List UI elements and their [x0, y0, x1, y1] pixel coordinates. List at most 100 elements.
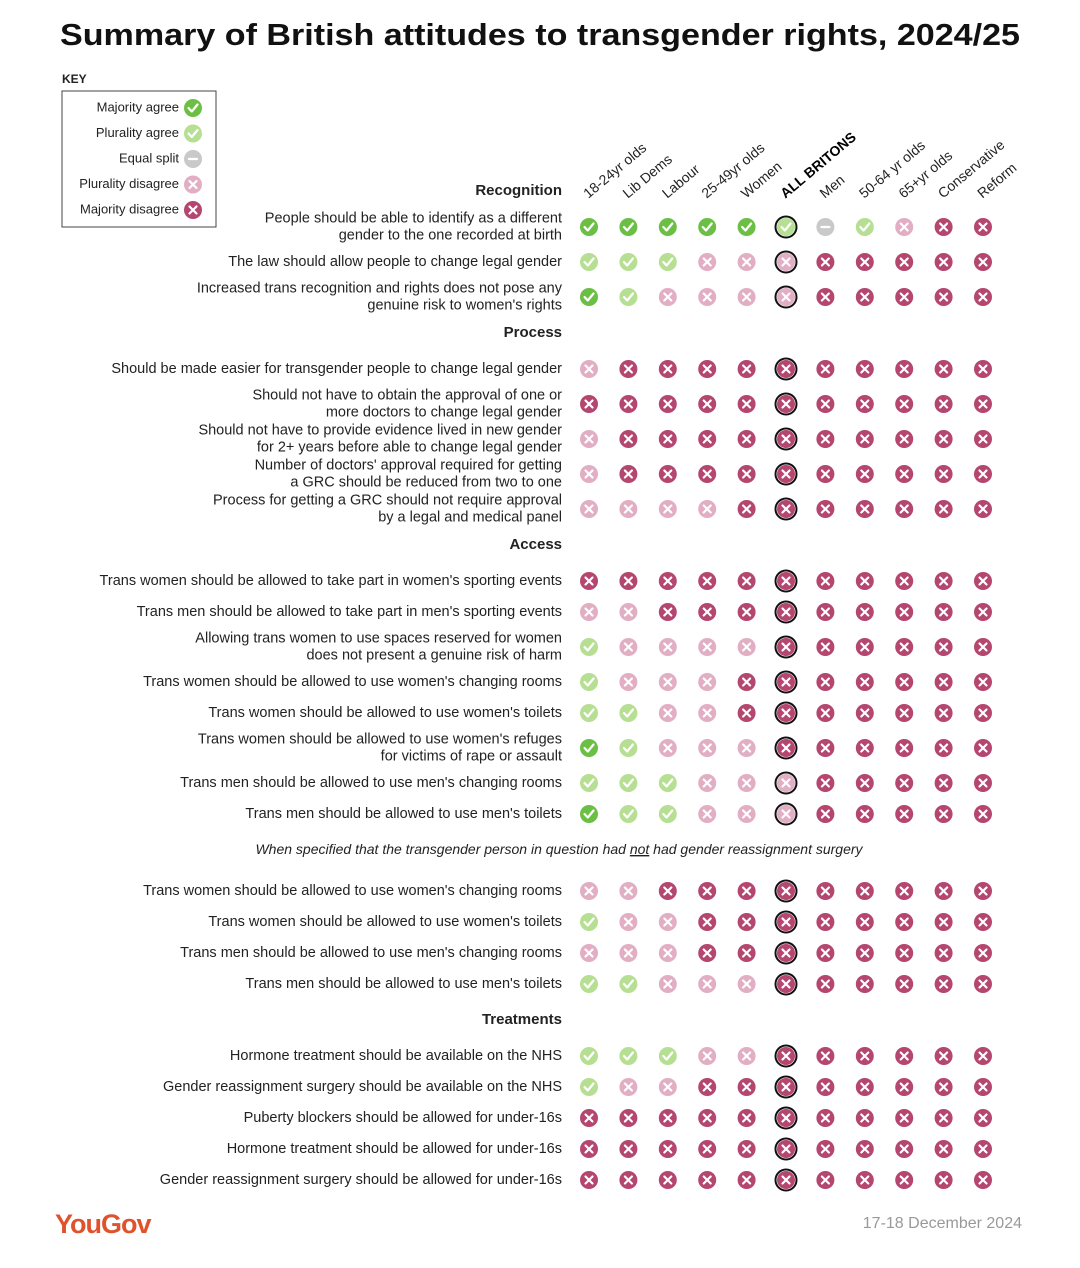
icon-cross — [188, 179, 198, 190]
highlight-ring — [774, 250, 798, 274]
status-icon — [895, 465, 914, 483]
status-icon — [855, 465, 874, 483]
row-label: for victims of rape or assault — [381, 748, 562, 764]
row-label: gender to the one recorded at birth — [339, 227, 562, 243]
icon-cross — [978, 809, 988, 819]
icon-cross — [702, 607, 712, 617]
row-label: Trans women should be allowed to use wom… — [208, 705, 562, 721]
status-icon — [855, 975, 874, 993]
icon-cross — [978, 292, 988, 302]
status-icon — [816, 638, 835, 656]
status-icon — [698, 704, 717, 722]
icon-cross — [939, 917, 949, 927]
status-icon — [658, 774, 677, 792]
status-icon — [658, 360, 677, 378]
highlight-ring — [774, 771, 798, 795]
status-icon — [580, 944, 598, 962]
icon-cross — [860, 1175, 870, 1185]
status-icon — [619, 1140, 638, 1158]
icon-cross — [899, 979, 909, 989]
status-icon — [619, 1078, 638, 1096]
icon-check — [701, 222, 713, 232]
status-icon — [774, 392, 798, 416]
icon-cross — [702, 364, 712, 374]
icon-cross — [899, 434, 909, 444]
status-icon — [974, 704, 992, 722]
status-icon — [737, 1109, 756, 1127]
icon-cross — [860, 743, 870, 753]
icon-disc — [619, 774, 638, 792]
status-icon — [774, 941, 798, 965]
icon-disc — [619, 805, 638, 823]
status-icon — [816, 739, 835, 757]
status-icon — [619, 395, 638, 413]
status-icon — [816, 975, 835, 993]
icon-cross — [899, 1144, 909, 1154]
icon-cross — [860, 469, 870, 479]
icon-cross — [899, 222, 909, 232]
icon-cross — [978, 1175, 988, 1185]
icon-check — [662, 257, 674, 267]
status-icon — [934, 638, 953, 656]
icon-cross — [939, 399, 949, 409]
status-icon — [580, 1109, 598, 1127]
status-icon — [895, 1109, 914, 1127]
status-icon — [580, 638, 598, 656]
icon-disc — [658, 774, 677, 792]
status-icon — [698, 253, 717, 271]
status-icon — [774, 1044, 798, 1068]
status-icon — [619, 465, 638, 483]
status-icon — [895, 1140, 914, 1158]
icon-cross — [623, 1113, 633, 1123]
icon-cross — [623, 399, 633, 409]
status-icon — [658, 572, 677, 590]
row-label: Hormone treatment should be available on… — [230, 1048, 562, 1064]
status-icon — [816, 1140, 835, 1158]
icon-cross — [702, 979, 712, 989]
icon-cross — [899, 948, 909, 958]
status-icon — [737, 882, 756, 900]
status-icon — [737, 465, 756, 483]
status-icon — [934, 360, 953, 378]
icon-check — [622, 743, 634, 753]
icon-cross — [584, 1175, 594, 1185]
status-icon — [934, 572, 953, 590]
status-icon — [658, 603, 677, 621]
icon-cross — [702, 708, 712, 718]
icon-cross — [820, 1082, 830, 1092]
icon-cross — [939, 607, 949, 617]
status-icon — [580, 218, 598, 236]
status-icon — [658, 1047, 677, 1065]
icon-cross — [781, 399, 791, 409]
icon-cross — [623, 1082, 633, 1092]
row-label: does not present a genuine risk of harm — [306, 647, 562, 663]
icon-cross — [584, 886, 594, 896]
icon-cross — [663, 1175, 673, 1185]
status-icon — [934, 253, 953, 271]
status-icon — [895, 1171, 914, 1189]
status-icon — [895, 395, 914, 413]
status-icon — [580, 360, 598, 378]
status-icon — [619, 1171, 638, 1189]
icon-cross — [702, 469, 712, 479]
icon-cross — [860, 292, 870, 302]
icon-cross — [860, 257, 870, 267]
icon-check — [583, 1082, 595, 1092]
status-icon — [934, 395, 953, 413]
icon-cross — [781, 1051, 791, 1061]
section-heading: Treatments — [482, 1011, 562, 1028]
status-icon — [619, 774, 638, 792]
status-icon — [816, 360, 835, 378]
icon-cross — [584, 1113, 594, 1123]
row-label: for 2+ years before able to change legal… — [257, 439, 562, 455]
icon-cross — [742, 364, 752, 374]
icon-cross — [939, 469, 949, 479]
icon-cross — [978, 364, 988, 374]
status-icon — [658, 500, 677, 518]
icon-cross — [820, 1051, 830, 1061]
status-icon — [934, 975, 953, 993]
icon-cross — [860, 1051, 870, 1061]
icon-disc — [580, 288, 598, 306]
status-icon — [184, 150, 202, 168]
status-icon — [974, 739, 992, 757]
